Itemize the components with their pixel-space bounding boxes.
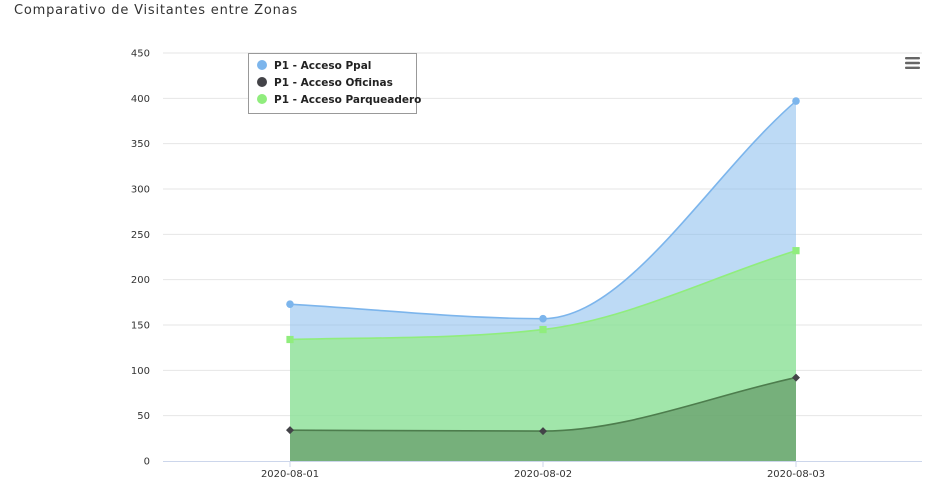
legend-swatch[interactable] <box>257 60 267 70</box>
data-point[interactable] <box>792 373 800 382</box>
y-tick-label: 200 <box>131 275 150 286</box>
data-point[interactable] <box>539 325 547 334</box>
data-point[interactable] <box>539 314 547 323</box>
x-tick-label: 2020-08-03 <box>767 469 825 480</box>
series-areas <box>289 100 797 461</box>
legend-item-label[interactable]: P1 - Acceso Ppal <box>274 60 371 72</box>
series-markers <box>286 97 800 436</box>
axes: 0 50 100 150 200 250 300 350 400 450 2020-08-01 202… <box>131 49 922 480</box>
y-tick-label: 0 <box>144 457 150 468</box>
series-line <box>289 100 797 320</box>
hamburger-menu-icon[interactable] <box>905 57 920 60</box>
data-point[interactable] <box>539 427 547 436</box>
y-tick-label: 50 <box>137 411 150 422</box>
data-point[interactable] <box>792 247 800 255</box>
y-tick-label: 100 <box>131 366 150 377</box>
legend-box <box>248 53 417 114</box>
data-point[interactable] <box>286 300 294 308</box>
data-point[interactable] <box>286 335 294 344</box>
legend-swatch[interactable] <box>257 94 267 104</box>
series-area <box>290 250 796 461</box>
x-tick-label: 2020-08-02 <box>514 469 572 480</box>
data-point[interactable] <box>286 426 294 435</box>
y-tick-label: 400 <box>131 94 150 105</box>
page-title: Comparativo de Visitantes entre Zonas <box>14 3 298 18</box>
y-tick-label: 450 <box>131 49 150 60</box>
chart-legend[interactable]: P1 - Acceso Ppal P1 - Acceso Oficinas P1 -… <box>248 53 422 114</box>
y-tick-label: 350 <box>131 139 150 150</box>
chart-menu-button[interactable] <box>901 53 925 73</box>
y-tick-label: 300 <box>131 185 150 196</box>
hamburger-menu-icon-bar[interactable] <box>905 66 920 69</box>
x-tick-label: 2020-08-01 <box>261 469 319 480</box>
y-tick-label: 250 <box>131 230 150 241</box>
legend-item-label[interactable]: P1 - Acceso Parqueadero <box>274 94 421 106</box>
y-tick-label: 150 <box>131 321 150 332</box>
hamburger-menu-icon-bar[interactable] <box>905 61 920 65</box>
series-area <box>290 377 796 461</box>
legend-swatch[interactable] <box>257 77 267 87</box>
legend-item-label[interactable]: P1 - Acceso Oficinas <box>274 77 393 89</box>
data-point[interactable] <box>792 97 800 105</box>
